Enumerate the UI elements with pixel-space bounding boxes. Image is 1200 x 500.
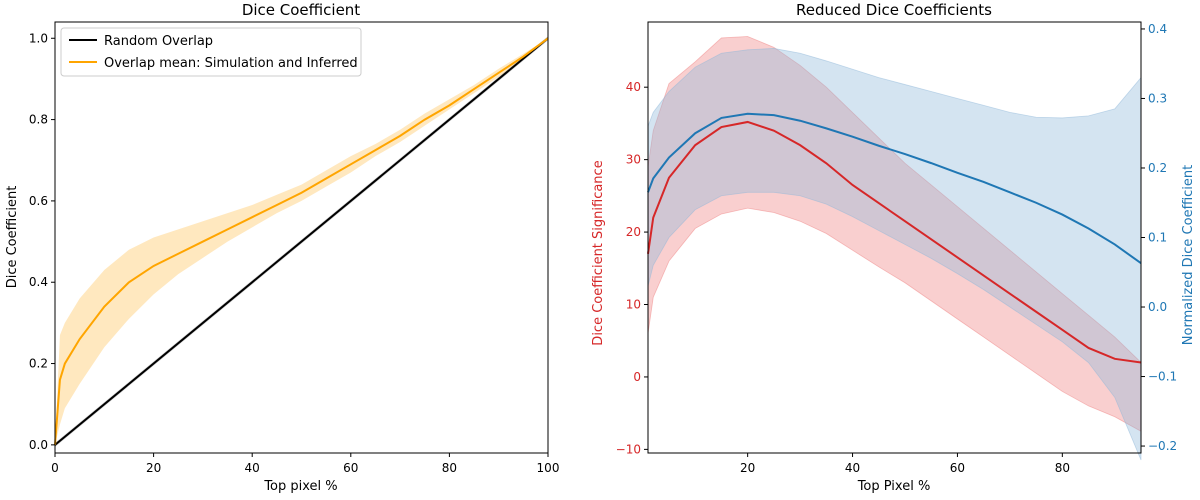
y-tick-label: 0.0 bbox=[29, 438, 48, 452]
x-axis-ticks: 0 20 40 60 80 100 bbox=[51, 453, 559, 475]
right-y-tick-label: 0.2 bbox=[1148, 161, 1167, 175]
x-tick-label: 80 bbox=[1055, 461, 1070, 475]
right-y-tick-label: 0.3 bbox=[1148, 91, 1167, 105]
dice-coefficient-chart: Dice Coefficient 0 20 40 60 80 100 0.00.20.40… bbox=[5, 1, 559, 494]
overlap-mean-band bbox=[55, 38, 548, 445]
left-y-tick-label: 20 bbox=[626, 225, 641, 239]
right-y-axis-ticks: −0.2 −0.1 0.0 0.1 0.2 0.3 0.4 bbox=[1141, 22, 1177, 453]
chart-title: Dice Coefficient bbox=[242, 1, 360, 19]
right-y-tick-label: −0.2 bbox=[1148, 439, 1177, 453]
right-y-tick-label: 0.0 bbox=[1148, 300, 1167, 314]
confidence-bands bbox=[647, 36, 1142, 461]
y-tick-label: 0.8 bbox=[29, 113, 48, 127]
x-tick-label: 60 bbox=[950, 461, 965, 475]
right-y-tick-label: 0.4 bbox=[1148, 22, 1167, 36]
normalized-dice-line bbox=[647, 112, 1142, 265]
right-y-axis-label: Normalized Dice Coefficient bbox=[1181, 165, 1196, 345]
x-tick-label: 60 bbox=[343, 461, 358, 475]
series-lines bbox=[647, 112, 1142, 364]
x-axis-label: Top pixel % bbox=[263, 479, 337, 494]
y-tick-label: 0.6 bbox=[29, 194, 48, 208]
random-overlap-line bbox=[54, 37, 549, 446]
plot-frame bbox=[54, 21, 549, 454]
x-axis-ticks: 20 40 60 80 bbox=[740, 453, 1070, 475]
left-y-axis-label: Dice Coefficient Significance bbox=[591, 160, 606, 345]
series-lines bbox=[54, 37, 549, 446]
x-tick-label: 0 bbox=[51, 461, 59, 475]
left-y-tick-label: 40 bbox=[626, 80, 641, 94]
legend-box bbox=[60, 27, 362, 77]
left-y-tick-label: 10 bbox=[626, 298, 641, 312]
legend-label-random-overlap: Random Overlap bbox=[104, 34, 213, 49]
x-tick-label: 40 bbox=[845, 461, 860, 475]
y-axis-label: Dice Coefficient bbox=[5, 186, 20, 289]
y-tick-label: 0.4 bbox=[29, 275, 48, 289]
x-tick-label: 20 bbox=[740, 461, 755, 475]
significance-line bbox=[647, 120, 1142, 364]
left-y-tick-label: 0 bbox=[633, 370, 641, 384]
right-y-tick-label: 0.1 bbox=[1148, 231, 1167, 245]
legend: Random Overlap Overlap mean: Simulation … bbox=[60, 27, 362, 77]
y-axis-ticks: 0.0 0.2 0.4 0.6 0.8 1.0 bbox=[29, 31, 55, 452]
y-tick-label: 1.0 bbox=[29, 31, 48, 45]
left-y-tick-label: −10 bbox=[616, 442, 641, 456]
x-tick-label: 40 bbox=[245, 461, 260, 475]
x-tick-label: 20 bbox=[146, 461, 161, 475]
overlap-mean-line bbox=[54, 37, 549, 445]
normalized-dice-band bbox=[647, 48, 1142, 461]
y-tick-label: 0.2 bbox=[29, 357, 48, 371]
legend-label-overlap-mean: Overlap mean: Simulation and Inferred bbox=[104, 56, 358, 71]
x-tick-label: 80 bbox=[442, 461, 457, 475]
chart-title: Reduced Dice Coefficients bbox=[796, 1, 992, 19]
x-axis-label: Top Pixel % bbox=[857, 479, 931, 494]
left-y-axis-ticks: −10 0 10 20 30 40 bbox=[616, 80, 648, 456]
reduced-dice-coefficients-chart: Reduced Dice Coefficients 20 40 60 80 −10 0 1… bbox=[591, 1, 1196, 494]
left-y-tick-label: 30 bbox=[626, 153, 641, 167]
x-tick-label: 100 bbox=[537, 461, 560, 475]
right-y-tick-label: −0.1 bbox=[1148, 370, 1177, 384]
